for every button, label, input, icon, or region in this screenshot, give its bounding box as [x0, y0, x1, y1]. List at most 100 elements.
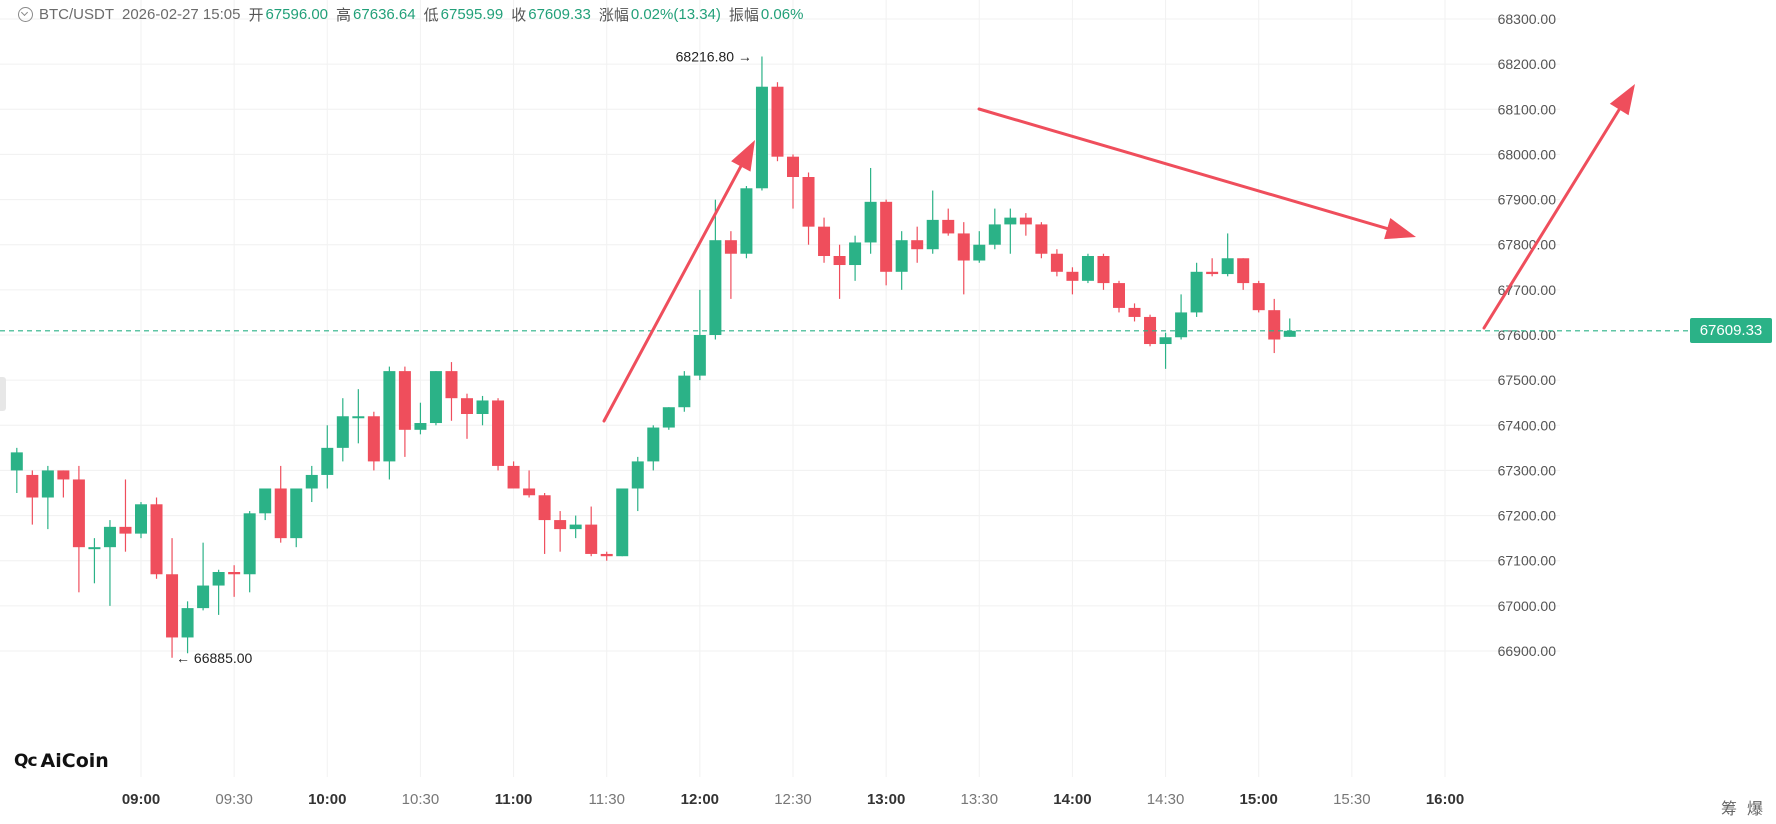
collapse-chevron-icon[interactable]: [18, 6, 33, 22]
candle[interactable]: [1252, 280, 1265, 313]
candle[interactable]: [166, 538, 179, 658]
candle[interactable]: [1019, 213, 1032, 236]
candle[interactable]: [1050, 249, 1063, 277]
candle[interactable]: [461, 393, 473, 439]
candle-body: [911, 240, 924, 250]
candle[interactable]: [507, 461, 520, 489]
candle[interactable]: [1206, 258, 1219, 277]
left-panel-handle[interactable]: [0, 377, 6, 411]
candle[interactable]: [414, 402, 427, 435]
candle[interactable]: [429, 371, 442, 426]
candle[interactable]: [1128, 303, 1141, 322]
candle[interactable]: [1144, 314, 1157, 347]
candle[interactable]: [26, 470, 39, 525]
candle[interactable]: [849, 235, 862, 281]
candle[interactable]: [352, 389, 365, 444]
candle[interactable]: [678, 371, 691, 412]
candle[interactable]: [398, 366, 411, 457]
candle[interactable]: [818, 217, 831, 263]
candle[interactable]: [740, 186, 753, 259]
candle-body: [26, 474, 39, 498]
candle[interactable]: [864, 167, 877, 254]
candle[interactable]: [445, 362, 458, 421]
candle[interactable]: [973, 231, 986, 263]
candle[interactable]: [911, 226, 924, 263]
candle[interactable]: [212, 569, 225, 615]
candle[interactable]: [538, 493, 551, 554]
candle[interactable]: [197, 542, 210, 611]
candle[interactable]: [895, 231, 908, 290]
candle[interactable]: [1237, 258, 1250, 290]
candle[interactable]: [755, 56, 768, 191]
candle[interactable]: [771, 82, 784, 162]
candle-body: [398, 371, 411, 430]
candle[interactable]: [1159, 332, 1172, 369]
candle[interactable]: [243, 511, 256, 593]
candle[interactable]: [926, 190, 939, 254]
symbol-label[interactable]: BTC/USDT: [39, 5, 114, 23]
candle[interactable]: [647, 425, 660, 471]
candle[interactable]: [1113, 280, 1125, 313]
candle[interactable]: [988, 208, 1001, 250]
candle[interactable]: [228, 565, 241, 597]
candle[interactable]: [1268, 298, 1281, 354]
candle[interactable]: [57, 470, 70, 498]
candle[interactable]: [150, 497, 163, 579]
candle[interactable]: [367, 411, 380, 471]
candle[interactable]: [1221, 233, 1234, 277]
candle[interactable]: [88, 538, 101, 584]
up-trend-arrow-1[interactable]: [602, 140, 755, 423]
candle[interactable]: [321, 425, 334, 489]
candle-body: [647, 427, 660, 462]
candle[interactable]: [259, 488, 272, 521]
candle[interactable]: [10, 447, 23, 493]
candle[interactable]: [616, 488, 629, 557]
candle[interactable]: [41, 465, 54, 530]
candle[interactable]: [554, 511, 567, 552]
candle[interactable]: [709, 199, 722, 340]
candle[interactable]: [1081, 253, 1094, 284]
candle[interactable]: [957, 222, 970, 295]
candle[interactable]: [585, 506, 598, 557]
arrow-head: [1384, 218, 1416, 240]
candle[interactable]: [119, 479, 132, 552]
candle[interactable]: [72, 465, 85, 593]
candle[interactable]: [833, 244, 846, 299]
candle[interactable]: [600, 551, 613, 561]
candle[interactable]: [1175, 294, 1188, 340]
candle[interactable]: [135, 502, 147, 539]
candle[interactable]: [336, 398, 349, 462]
candle[interactable]: [523, 470, 536, 498]
liquidation-icon[interactable]: 爆: [1747, 801, 1774, 818]
down-trend-arrow[interactable]: [977, 107, 1416, 240]
candle[interactable]: [383, 366, 396, 480]
candle[interactable]: [1004, 208, 1017, 254]
candle[interactable]: [290, 488, 303, 548]
candle[interactable]: [103, 520, 116, 606]
candle[interactable]: [1097, 253, 1110, 290]
candle-body: [119, 526, 132, 534]
candle[interactable]: [802, 172, 815, 245]
candle[interactable]: [1190, 262, 1203, 317]
candle[interactable]: [787, 154, 799, 209]
candle[interactable]: [693, 289, 706, 381]
candle[interactable]: [181, 601, 194, 654]
candle[interactable]: [492, 398, 505, 471]
candle[interactable]: [662, 407, 675, 430]
aicoin-logo-text: AiCoin: [40, 750, 109, 772]
candle[interactable]: [1035, 222, 1048, 259]
candle[interactable]: [569, 515, 582, 539]
up-trend-arrow-2[interactable]: [1482, 84, 1635, 330]
candle[interactable]: [724, 231, 737, 299]
candle[interactable]: [305, 465, 318, 503]
candle[interactable]: [1283, 318, 1296, 337]
candle[interactable]: [476, 395, 489, 426]
candle[interactable]: [880, 199, 893, 286]
chip-distribution-icon[interactable]: 筹: [1721, 801, 1748, 818]
candle[interactable]: [274, 465, 287, 543]
candle[interactable]: [1066, 267, 1079, 295]
candle[interactable]: [942, 208, 955, 236]
candle[interactable]: [631, 456, 644, 512]
